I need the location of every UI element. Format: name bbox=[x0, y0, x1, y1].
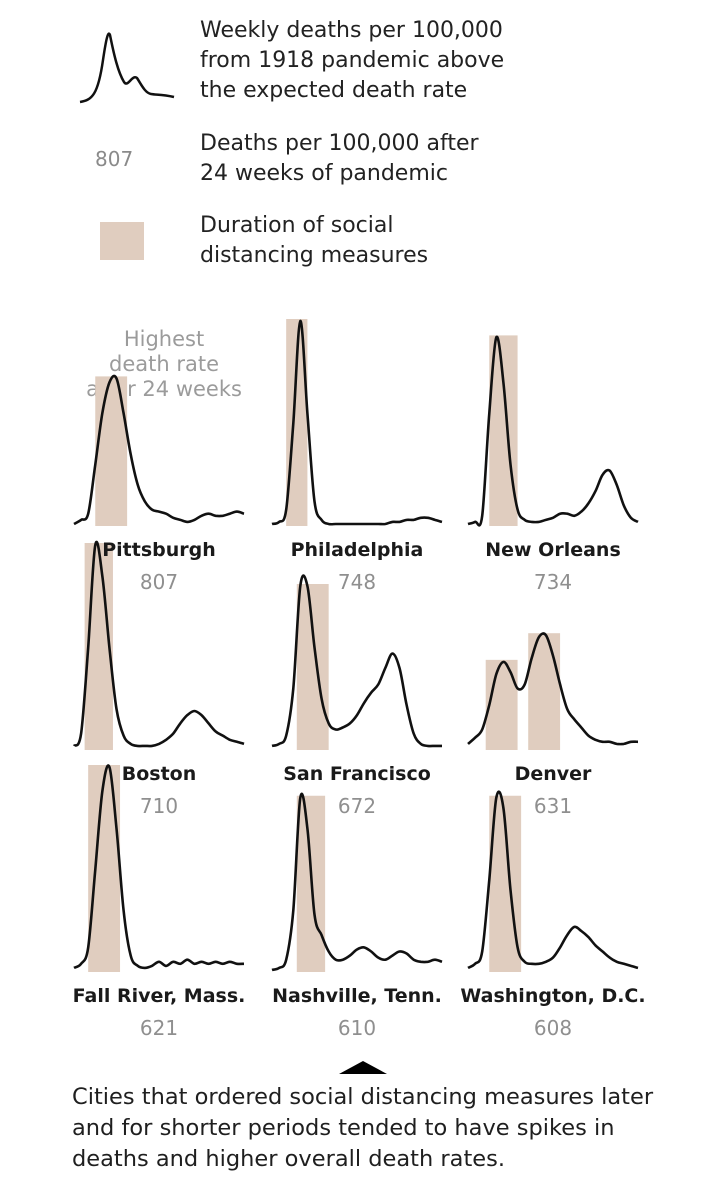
city-total-philadelphia: 748 bbox=[337, 570, 377, 594]
city-name-nashville-tenn: Nashville, Tenn. bbox=[272, 985, 442, 1007]
city-total-new-orleans: 734 bbox=[533, 570, 573, 594]
death-curve-pittsburgh bbox=[73, 374, 245, 526]
distancing-bar-san-francisco bbox=[296, 584, 329, 750]
city-name-pittsburgh: Pittsburgh bbox=[102, 539, 216, 561]
city-total-washington-d-c: 608 bbox=[533, 1016, 573, 1040]
city-name-philadelphia: Philadelphia bbox=[290, 539, 424, 561]
city-panel-pittsburgh bbox=[73, 374, 245, 526]
death-curve-boston bbox=[72, 540, 245, 748]
city-panel-nashville-tenn bbox=[271, 792, 443, 972]
city-name-new-orleans: New Orleans bbox=[485, 539, 621, 561]
city-name-washington-d-c: Washington, D.C. bbox=[460, 985, 646, 1007]
death-curve-san-francisco bbox=[271, 574, 442, 748]
city-total-denver: 631 bbox=[533, 794, 573, 818]
city-panel-san-francisco bbox=[271, 574, 442, 750]
death-curve-nashville-tenn bbox=[271, 792, 443, 972]
legend-line-sample bbox=[79, 32, 175, 104]
legend-distancing-swatch bbox=[100, 222, 144, 260]
city-panel-new-orleans bbox=[467, 335, 639, 527]
city-panel-boston bbox=[72, 540, 245, 750]
death-curve-washington-d-c bbox=[467, 790, 639, 970]
legend-bar-label: Duration of social distancing measures bbox=[200, 213, 429, 268]
city-total-fall-river-mass: 621 bbox=[139, 1016, 179, 1040]
legend-number-label: Deaths per 100,000 after 24 weeks of pan… bbox=[200, 131, 479, 186]
city-panel-denver bbox=[467, 632, 639, 750]
death-curve-denver bbox=[467, 632, 639, 746]
city-panel-washington-d-c bbox=[467, 790, 639, 972]
up-triangle-icon bbox=[339, 1061, 387, 1074]
death-curve-new-orleans bbox=[467, 335, 639, 527]
city-total-pittsburgh: 807 bbox=[139, 570, 179, 594]
city-name-san-francisco: San Francisco bbox=[283, 763, 431, 785]
city-total-san-francisco: 672 bbox=[337, 794, 377, 818]
legend-line-label: Weekly deaths per 100,000 from 1918 pand… bbox=[200, 18, 505, 103]
city-total-nashville-tenn: 610 bbox=[337, 1016, 377, 1040]
city-total-boston: 710 bbox=[139, 794, 179, 818]
city-panel-philadelphia bbox=[271, 319, 443, 526]
death-curve-philadelphia bbox=[271, 319, 443, 526]
distancing-bar-philadelphia bbox=[286, 319, 308, 526]
city-panel-fall-river-mass bbox=[73, 764, 245, 972]
city-name-fall-river-mass: Fall River, Mass. bbox=[72, 985, 246, 1007]
death-curve-fall-river-mass bbox=[73, 764, 245, 970]
footer-caption: Cities that ordered social distancing me… bbox=[72, 1084, 654, 1172]
city-name-denver: Denver bbox=[514, 763, 592, 785]
highest-death-rate-note: Highest death rate after 24 weeks bbox=[86, 327, 242, 401]
legend-number-example: 807 bbox=[95, 147, 134, 171]
city-name-boston: Boston bbox=[121, 763, 197, 785]
